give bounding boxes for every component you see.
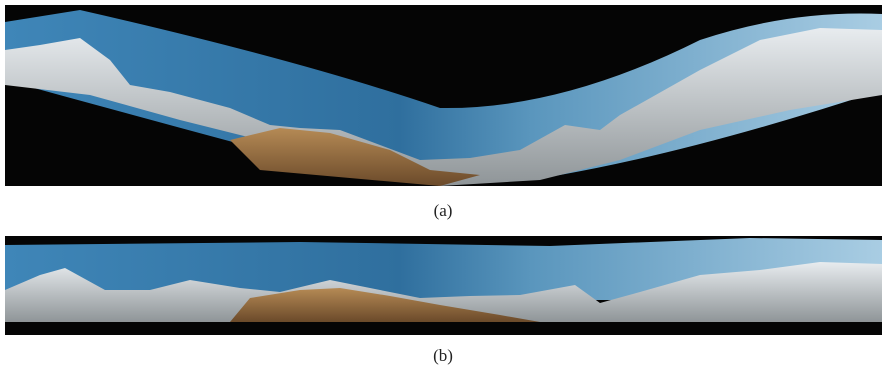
caption: (b) — [433, 346, 453, 365]
caption: (a) — [434, 201, 453, 220]
panorama-a — [5, 5, 882, 186]
panorama-b — [5, 236, 882, 335]
figure: (a) (b) — [0, 0, 886, 370]
